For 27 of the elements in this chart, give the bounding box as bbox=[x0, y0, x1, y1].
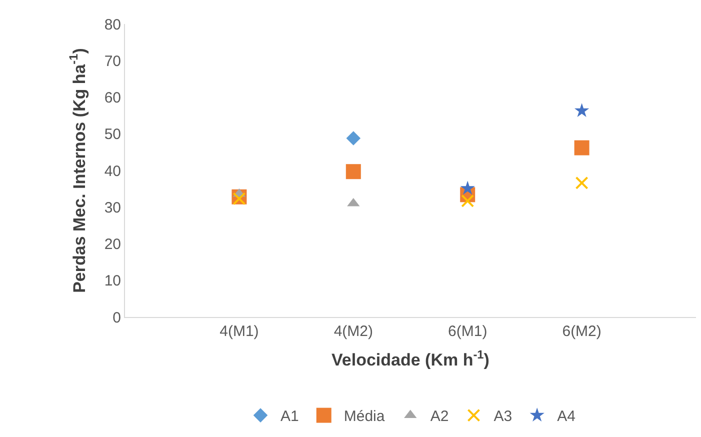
legend-label: Média bbox=[344, 408, 386, 426]
legend-label: A2 bbox=[430, 408, 449, 426]
legend-label: A3 bbox=[494, 408, 512, 426]
y-tick-label: 10 bbox=[104, 272, 121, 290]
point bbox=[461, 194, 474, 208]
x-tick-label: 6(M2) bbox=[562, 323, 602, 340]
point bbox=[346, 131, 361, 146]
y-tick-label: 40 bbox=[104, 162, 121, 180]
y-tick-label: 30 bbox=[104, 199, 121, 216]
x-tick-label: 4(M2) bbox=[334, 323, 373, 340]
point bbox=[574, 140, 590, 156]
point bbox=[232, 192, 246, 206]
y-tick-label: 20 bbox=[104, 236, 121, 253]
legend-label: A4 bbox=[557, 408, 576, 426]
point bbox=[574, 103, 590, 118]
x-tick-label: 6(M1) bbox=[448, 323, 488, 340]
point bbox=[346, 164, 361, 180]
y-tick-label: 60 bbox=[104, 90, 121, 106]
x-tick-label: 4(M1) bbox=[220, 323, 259, 340]
point bbox=[460, 180, 475, 195]
legend-label: A1 bbox=[280, 408, 299, 426]
y-tick-label: 70 bbox=[104, 52, 121, 70]
y-tick-label: 80 bbox=[104, 16, 121, 34]
x-axis-title: Velocidade (Km h$^{-1}$) bbox=[332, 347, 490, 370]
y-tick-label: 50 bbox=[104, 126, 121, 144]
point bbox=[575, 176, 588, 190]
y-tick-label: 0 bbox=[112, 309, 121, 326]
